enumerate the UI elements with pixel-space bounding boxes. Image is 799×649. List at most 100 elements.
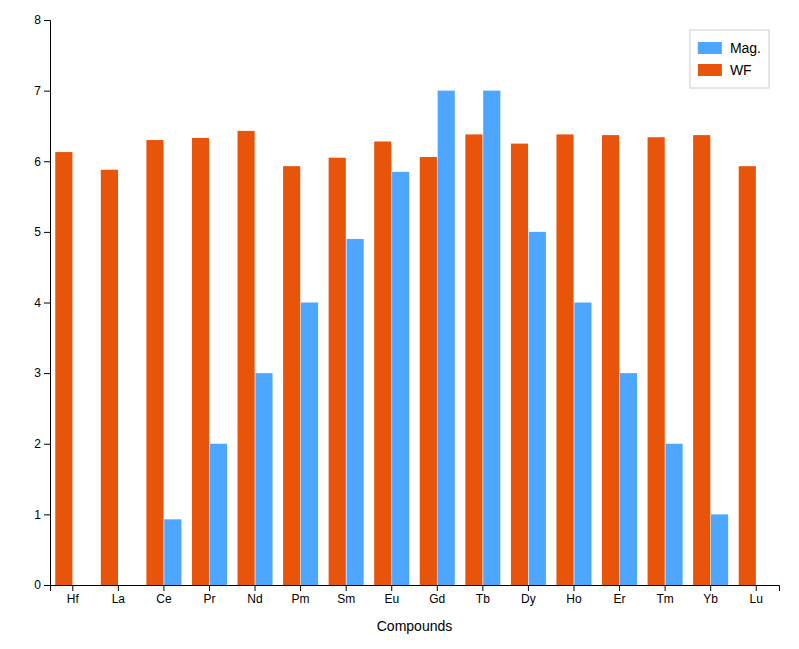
bar [511,144,528,585]
bar [739,166,756,585]
bar [556,134,573,585]
x-axis: Hf La Ce Pr Nd Pm Sm Eu Gd Tb Dy Ho Er Tm Yb Lu [51,585,780,606]
bar [574,303,591,586]
bar-series [55,131,756,585]
y-tick-mark [44,444,50,445]
legend-swatch [698,42,722,54]
y-tick-mark [44,232,50,233]
y-tick-mark [44,91,50,92]
legend-swatch [698,64,722,76]
x-tick-mark [437,585,438,591]
x-axis-title: Compounds [377,618,453,634]
x-tick-label: Pm [292,592,310,606]
x-tick-label: Hf [67,592,80,606]
y-tick-mark [44,585,50,586]
y-tick-label: 2 [34,437,41,451]
x-tick-label: Er [614,592,626,606]
x-tick-mark [528,585,529,591]
x-axis-line [51,586,780,592]
y-tick-label: 1 [34,508,41,522]
x-tick-mark [346,585,347,591]
y-tick: 8 [34,13,50,27]
x-tick: Pr [203,585,215,606]
x-tick-label: Lu [750,592,763,606]
y-tick: 3 [34,366,50,380]
x-tick-mark [209,585,210,591]
bar [301,303,318,586]
bar [620,373,637,585]
bar [711,514,728,585]
x-tick-mark [300,585,301,591]
y-tick: 0 [34,578,50,592]
bar [693,135,710,585]
legend-label: Mag. [730,40,761,56]
bar [164,519,181,585]
y-tick-mark [44,20,50,21]
x-tick-label: Pr [203,592,215,606]
x-tick-label: Gd [429,592,445,606]
x-tick: Er [614,585,626,606]
x-tick-mark [482,585,483,591]
y-tick-label: 7 [34,84,41,98]
bar [210,444,227,585]
bar [283,166,300,585]
x-tick: Tm [656,585,673,606]
bar [392,172,409,585]
x-tick-label: Ce [156,592,172,606]
bar [255,373,272,585]
legend-label: WF [730,62,752,78]
bar [347,239,364,585]
y-tick: 5 [34,225,50,239]
x-tick-mark [756,585,757,591]
x-tick-label: Tm [656,592,673,606]
x-tick-mark [255,585,256,591]
x-tick: Gd [429,585,445,606]
y-tick-mark [44,373,50,374]
x-tick-label: Yb [703,592,718,606]
x-tick-mark [573,585,574,591]
x-tick-mark [391,585,392,591]
y-tick: 1 [34,508,50,522]
y-tick-label: 3 [34,366,41,380]
bar [238,131,255,585]
y-axis-line [44,21,51,586]
x-tick-mark [118,585,119,591]
y-tick-mark [44,303,50,304]
legend-item: WF [698,62,752,78]
x-tick: Dy [521,585,536,606]
y-tick-label: 5 [34,225,41,239]
bar [146,140,163,585]
x-tick-label: Sm [337,592,355,606]
legend-box [690,30,769,88]
legend: Mag. WF [690,30,769,88]
x-tick-label: Tb [476,592,490,606]
bar [757,585,774,586]
bar [420,157,437,585]
x-tick-label: Eu [384,592,399,606]
bars [55,91,756,585]
x-tick-mark [665,585,666,591]
legend-item: Mag. [698,40,761,56]
y-tick: 7 [34,84,50,98]
x-tick: La [112,585,126,606]
bar [529,232,546,585]
x-tick: Sm [337,585,355,606]
bar [192,138,209,585]
y-tick-label: 0 [34,578,41,592]
bar [329,158,346,585]
x-tick-mark [163,585,164,591]
x-tick-mark [619,585,620,591]
bar [602,135,619,585]
x-tick-label: Nd [247,592,262,606]
bar-series [164,91,728,585]
x-tick-mark [72,585,73,591]
bar [648,137,665,585]
x-tick-label: Dy [521,592,536,606]
x-tick: Ho [566,585,582,606]
x-tick: Lu [750,585,763,606]
y-tick: 6 [34,155,50,169]
y-tick-label: 6 [34,155,41,169]
y-tick-label: 4 [34,296,41,310]
plot: Hf La Ce Pr Nd Pm Sm Eu Gd Tb Dy Ho Er Tm Yb Lu 0 1 2 3 4 5 6 7… [34,13,779,605]
x-tick: Nd [247,585,262,606]
